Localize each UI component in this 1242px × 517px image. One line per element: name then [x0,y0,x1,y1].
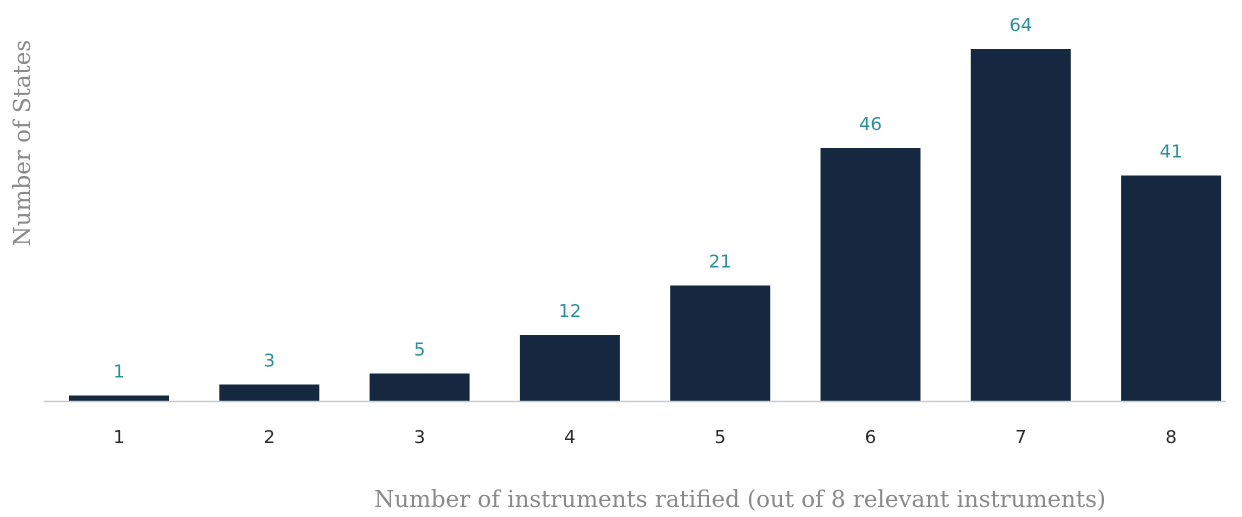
data-label-1: 1 [113,362,124,383]
data-label-5: 21 [709,252,732,273]
data-labels-group: 1 3 5 12 21 46 64 41 [113,15,1182,383]
data-label-6: 46 [859,114,882,135]
x-tick-label-1: 1 [113,427,124,448]
x-tick-label-7: 7 [1015,427,1026,448]
data-label-4: 12 [558,301,581,322]
x-tick-labels-group: 1 2 3 4 5 6 7 8 [113,427,1177,448]
bar-7 [970,49,1071,401]
x-tick-label-4: 4 [564,427,575,448]
bar-2 [219,384,320,401]
data-label-2: 3 [264,351,275,372]
bar-5 [670,285,771,401]
x-tick-label-2: 2 [264,427,275,448]
bar-3 [369,373,470,401]
data-label-8: 41 [1160,142,1183,163]
bar-8 [1121,175,1222,401]
bars-group [69,49,1222,401]
bar-1 [69,395,169,401]
x-axis-title: Number of instruments ratified (out of 8… [374,487,1106,513]
y-axis-title: Number of States [10,40,36,246]
x-tick-label-3: 3 [414,427,425,448]
bar-6 [820,148,921,401]
x-tick-label-8: 8 [1165,427,1176,448]
data-label-7: 64 [1009,15,1032,36]
data-label-3: 5 [414,340,425,361]
bar-4 [519,335,620,401]
x-tick-label-6: 6 [865,427,876,448]
x-tick-label-5: 5 [714,427,725,448]
